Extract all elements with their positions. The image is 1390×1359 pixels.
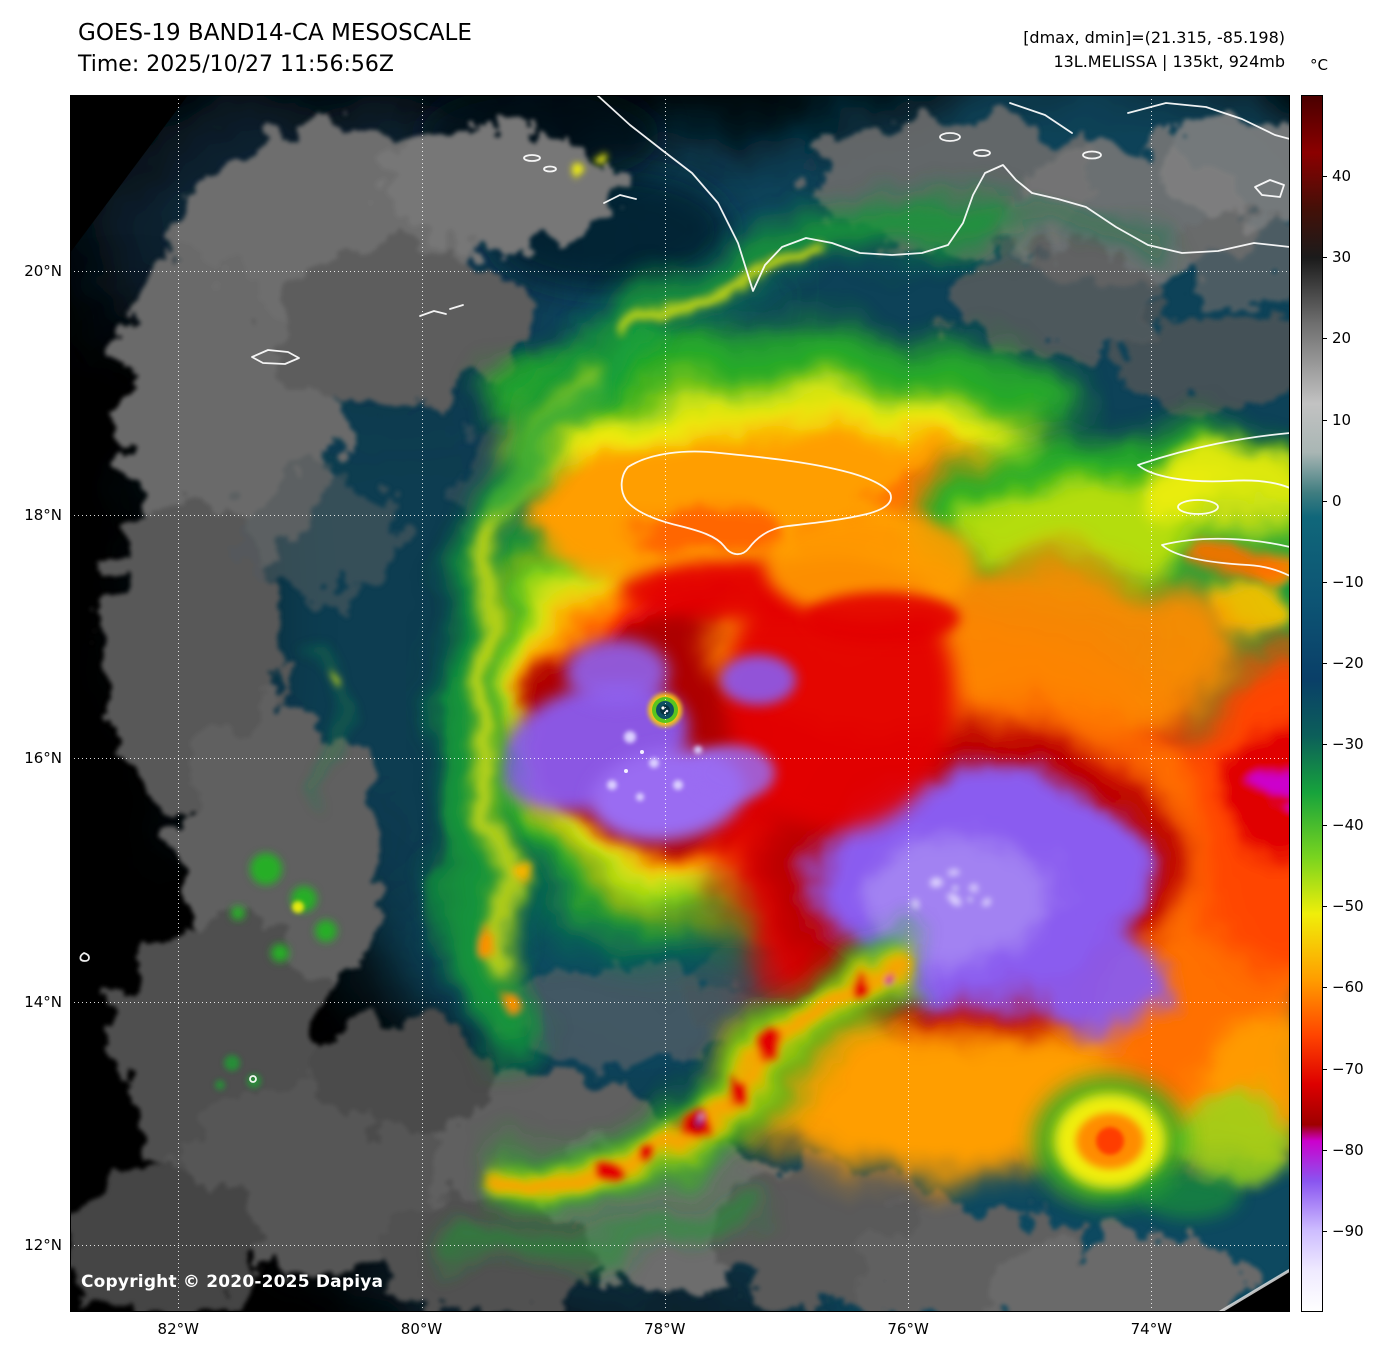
colorbar-tick <box>1322 662 1327 664</box>
cuba-coastline <box>596 95 1290 292</box>
colorbar-tick-label: 30 <box>1332 248 1352 267</box>
scan-edge <box>70 95 1290 1312</box>
little-cayman <box>419 310 447 317</box>
colorbar-gradient <box>1302 96 1322 1311</box>
colorbar-tick-label: 40 <box>1332 167 1352 186</box>
colorbar-tick-label: −10 <box>1332 572 1364 591</box>
colorbar-tick-label: 20 <box>1332 329 1352 348</box>
colorbar-tick <box>1322 1230 1327 1232</box>
colorbar-tick <box>1322 176 1327 178</box>
longitude-tick-label: 82°W <box>157 1320 199 1338</box>
latitude-axis: 20°N 18°N 16°N 14°N 12°N <box>0 95 62 1312</box>
cuba-north-coast-2 <box>1127 102 1290 140</box>
colorbar-tick-label: −60 <box>1332 978 1364 997</box>
latitude-tick-label: 16°N <box>24 749 62 768</box>
colorbar-tick <box>1322 581 1327 583</box>
scattered-convection <box>215 853 1240 1219</box>
satellite-imagery <box>70 95 1290 1312</box>
colorbar-tick <box>1322 744 1327 746</box>
southern-feeder-band <box>427 933 927 1266</box>
colorbar-unit-label: °C <box>1310 56 1328 74</box>
jamaica-coastline <box>620 450 892 556</box>
colorbar-tick <box>1322 257 1327 259</box>
cay-islet <box>523 154 541 162</box>
cayman-brac <box>449 304 464 310</box>
hispaniola-south-peninsula <box>1161 537 1290 577</box>
colorbar-tick <box>1322 1149 1327 1151</box>
longitude-tick-label: 78°W <box>644 1320 686 1338</box>
colorbar-tick <box>1322 338 1327 340</box>
timestamp: Time: 2025/10/27 11:56:56Z <box>78 52 394 77</box>
cay-sliver <box>603 194 637 204</box>
hurricane-eye <box>648 693 682 727</box>
hispaniola-north-peninsula <box>1137 432 1290 489</box>
colorbar-tick <box>1322 987 1327 989</box>
satellite-map: Copyright © 2020-2025 Dapiya <box>70 95 1290 1312</box>
cuba-north-coast <box>1009 102 1073 134</box>
coastline-overlay <box>79 95 1290 1083</box>
inagua-island <box>1254 179 1285 198</box>
colorbar-tick <box>1322 906 1327 908</box>
grand-cayman <box>251 349 300 365</box>
convective-bridge <box>620 510 975 830</box>
header-info: [dmax, dmin]=(21.315, -85.198) 13L.MELIS… <box>1023 26 1285 74</box>
colorbar-tick-label: −90 <box>1332 1221 1364 1240</box>
product-title: GOES-19 BAND14-CA MESOSCALE <box>78 20 472 46</box>
data-range-readout: [dmax, dmin]=(21.315, -85.198) <box>1023 28 1285 47</box>
longitude-axis: 82°W 80°W 78°W 76°W 74°W <box>0 1320 1390 1350</box>
colorbar-tick-label: −80 <box>1332 1140 1364 1159</box>
colorbar-tick-label: −30 <box>1332 735 1364 754</box>
cay-islet <box>973 149 991 157</box>
colorbar-tick-label: 0 <box>1332 491 1342 510</box>
colorbar-tick <box>1322 1068 1327 1070</box>
longitude-tick-label: 80°W <box>400 1320 443 1338</box>
latitude-tick-label: 12°N <box>24 1236 62 1255</box>
latitude-tick-label: 20°N <box>24 262 62 281</box>
cay-islet <box>939 132 961 142</box>
gonave-island <box>1177 499 1219 515</box>
latitude-tick-label: 14°N <box>24 992 62 1011</box>
cay-islet <box>543 165 557 173</box>
longitude-tick-label: 74°W <box>1130 1320 1173 1338</box>
colorbar-tick <box>1322 500 1327 502</box>
small-islet <box>79 952 90 962</box>
colorbar-tick-label: −70 <box>1332 1059 1364 1078</box>
small-islet <box>249 1075 257 1083</box>
colorbar-tick-label: −40 <box>1332 816 1364 835</box>
colorbar-tick <box>1322 419 1327 421</box>
temperature-colorbar <box>1301 95 1323 1312</box>
colorbar-tick-label: 10 <box>1332 410 1352 429</box>
cay-islet <box>1082 150 1102 160</box>
colorbar-tick-label: −20 <box>1332 653 1364 672</box>
colorbar-tick-label: −50 <box>1332 897 1364 916</box>
cdo-cold-tops <box>497 639 796 842</box>
colorbar-tick <box>1322 825 1327 827</box>
longitude-tick-label: 76°W <box>887 1320 929 1338</box>
latitude-tick-label: 18°N <box>24 505 62 524</box>
copyright-watermark: Copyright © 2020-2025 Dapiya <box>81 1272 384 1292</box>
storm-readout: 13L.MELISSA | 135kt, 924mb <box>1053 52 1285 71</box>
